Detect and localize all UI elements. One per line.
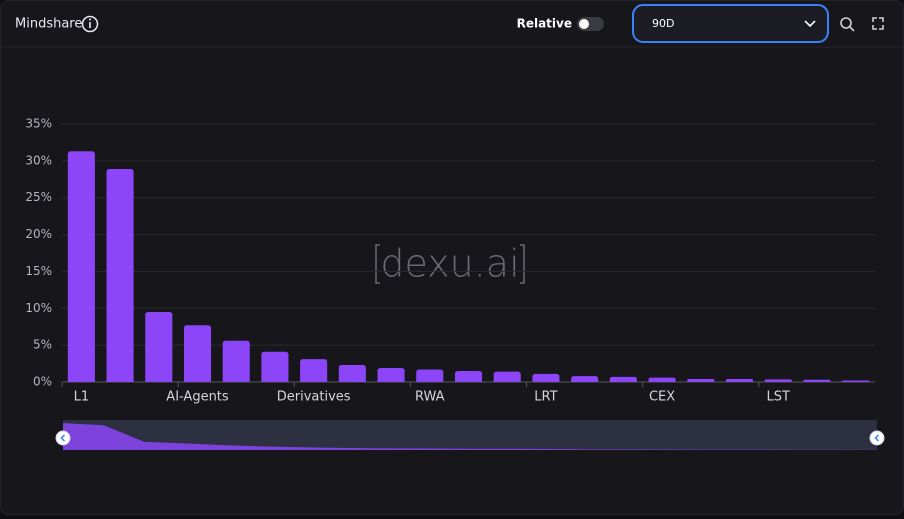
bar <box>687 379 715 382</box>
x-tick-label: Derivatives <box>277 390 351 405</box>
bar <box>377 367 405 382</box>
bar <box>609 376 637 382</box>
handle-knob <box>869 430 885 446</box>
bar <box>648 377 676 382</box>
slider-handle[interactable] <box>55 430 71 446</box>
bar <box>416 369 444 382</box>
watermark-text: dexu.ai <box>380 242 519 286</box>
y-tick-label: 25% <box>25 190 52 204</box>
info-icon[interactable] <box>81 15 99 33</box>
x-tick-label: RWA <box>415 390 445 405</box>
y-tick-label: 5% <box>33 338 52 352</box>
bar <box>145 311 173 382</box>
search-icon[interactable] <box>840 17 855 32</box>
toggle[interactable] <box>577 17 604 31</box>
bar <box>67 151 95 382</box>
bar <box>842 380 870 382</box>
fullscreen-icon[interactable] <box>872 17 884 30</box>
bar <box>725 379 754 382</box>
y-tick-label: 20% <box>25 227 52 241</box>
bar <box>764 379 792 382</box>
bar <box>300 359 328 382</box>
bar <box>803 379 831 382</box>
handle-arrow <box>874 434 880 442</box>
bar <box>106 168 134 382</box>
x-tick-label: LST <box>766 390 789 405</box>
bar <box>338 365 366 382</box>
bar <box>493 371 521 382</box>
bar <box>454 370 483 382</box>
y-tick-label: 15% <box>25 264 52 278</box>
bar <box>571 376 599 382</box>
watermark <box>375 244 525 284</box>
x-tick-label: LRT <box>534 390 557 405</box>
y-tick-label: 10% <box>25 301 52 315</box>
slider-area <box>63 423 877 450</box>
title: Mindshare <box>15 17 82 32</box>
x-tick-label: AI-Agents <box>166 390 229 405</box>
handle-knob <box>55 430 71 446</box>
select-value: 90D <box>652 17 674 30</box>
bar <box>183 325 212 382</box>
period-select[interactable]: 90D <box>632 4 829 43</box>
y-tick-label: 35% <box>25 117 52 131</box>
x-tick-label: CEX <box>649 390 675 405</box>
bar <box>532 373 560 382</box>
y-tick-label: 0% <box>33 375 52 389</box>
slider-handle[interactable] <box>869 430 885 446</box>
x-tick-label: L1 <box>74 390 90 405</box>
bar <box>222 340 250 382</box>
handle-arrow <box>60 434 66 442</box>
y-tick-label: 30% <box>25 153 52 167</box>
toggle-label: Relative <box>517 17 572 31</box>
bar <box>261 351 289 382</box>
